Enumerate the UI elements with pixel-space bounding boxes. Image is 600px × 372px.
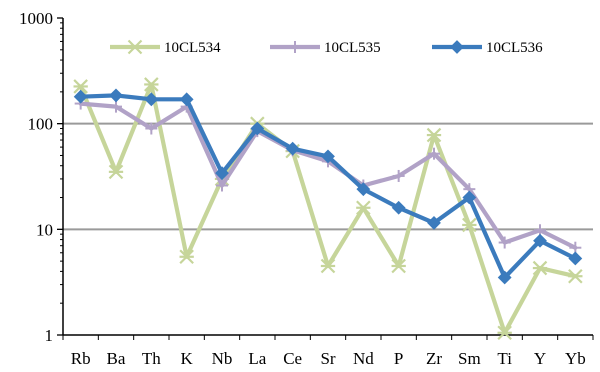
point-10CL536-Yb [568, 251, 583, 266]
y-axis-ticks: 1 10 100 1000 [19, 9, 63, 345]
x-tick-label-P: P [394, 349, 403, 368]
x-tick-label-Ba: Ba [107, 349, 126, 368]
legend-swatch-marker [289, 41, 301, 53]
x-tick-label-Sr: Sr [320, 349, 335, 368]
point-10CL535-Ba [110, 100, 122, 113]
legend-label: 10CL535 [324, 40, 381, 56]
point-10CL536-Ba [109, 88, 123, 103]
point-10CL536-Zr [427, 216, 441, 230]
point-10CL534-P [391, 258, 406, 274]
point-10CL534-Yb [568, 268, 583, 284]
point-10CL536-K [179, 92, 194, 107]
x-tick-label-Zr: Zr [426, 349, 442, 368]
point-10CL534-Zr [426, 127, 442, 143]
x-tick-label-Yb: Yb [565, 349, 586, 368]
point-10CL536-Nb [215, 166, 229, 181]
point-10CL535-P [392, 169, 405, 182]
point-10CL536-La [250, 121, 265, 136]
x-tick-label-Rb: Rb [71, 349, 91, 368]
point-10CL536-Ce [285, 141, 300, 156]
x-tick-label-Y: Y [534, 349, 546, 368]
x-axis-ticks: Rb Ba Th K Nb La Ce Sr Nd P Zr Sm Ti Y Yb [62, 335, 594, 368]
point-10CL536-Sm [462, 190, 477, 205]
point-10CL534-K [179, 249, 194, 265]
legend-swatch-marker [450, 40, 464, 54]
point-10CL534-Rb [73, 79, 88, 94]
y-tick-label-100: 100 [28, 115, 54, 134]
x-tick-label-Nd: Nd [353, 349, 374, 368]
series-line-10CL534 [78, 82, 578, 335]
legend: 10CL534 10CL535 10CL536 [110, 39, 543, 56]
legend-item-10CL536: 10CL536 [432, 40, 543, 56]
point-10CL536-Sr [321, 149, 335, 164]
point-10CL535-Zr [428, 147, 440, 160]
point-10CL535-Th [145, 122, 158, 135]
x-tick-label-Th: Th [142, 349, 161, 368]
axes [62, 18, 593, 336]
point-10CL534-Th [144, 77, 159, 92]
x-tick-label-La: La [248, 349, 266, 368]
point-10CL535-Nb [216, 179, 228, 192]
legend-item-10CL534: 10CL534 [110, 39, 221, 56]
x-tick-label-Ti: Ti [497, 349, 512, 368]
x-tick-label-Sm: Sm [458, 349, 481, 368]
point-10CL534-Nd [356, 200, 371, 216]
legend-label: 10CL536 [486, 40, 543, 56]
gridlines [63, 122, 593, 231]
series-10CL534 [73, 77, 583, 341]
series-10CL536 [73, 88, 583, 285]
y-tick-label-10: 10 [36, 220, 53, 239]
x-tick-label-K: K [181, 349, 194, 368]
y-tick-label-1: 1 [45, 326, 54, 345]
point-10CL536-Y [533, 233, 547, 248]
series-group [73, 77, 583, 341]
point-10CL534-Ba [108, 164, 124, 180]
x-tick-label-Ce: Ce [283, 349, 302, 368]
point-10CL534-Sr [320, 258, 336, 274]
point-10CL534-Y [532, 260, 548, 276]
legend-swatch-marker [127, 39, 143, 55]
legend-label: 10CL534 [164, 40, 221, 56]
point-10CL535-Ti [498, 236, 511, 249]
point-10CL536-P [391, 200, 406, 215]
y-tick-label-1000: 1000 [19, 9, 53, 28]
series-line-10CL535 [78, 101, 578, 250]
x-tick-label-Nb: Nb [212, 349, 233, 368]
point-10CL534-Ti [497, 325, 512, 341]
point-10CL536-Th [144, 92, 159, 107]
point-10CL536-Ti [497, 270, 512, 285]
point-10CL536-Nd [356, 182, 371, 197]
point-10CL534-Sm [462, 217, 477, 233]
point-10CL536-Rb [73, 89, 88, 104]
legend-item-10CL535: 10CL535 [270, 40, 381, 56]
